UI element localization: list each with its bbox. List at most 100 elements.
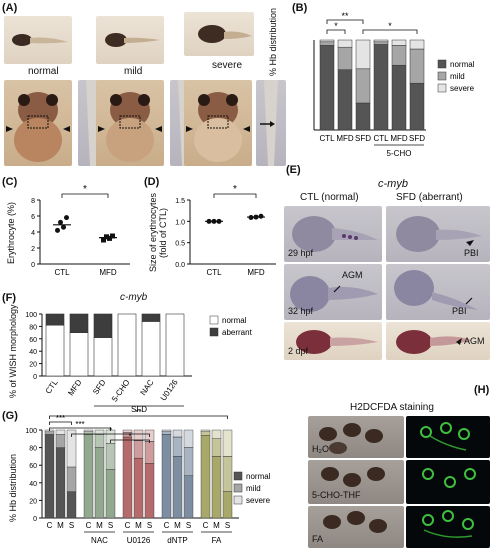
panel-d-sig-bracket [213,193,257,198]
panel-g-sig-bracket-1 [49,421,72,425]
panel-b-bar-normal-1 [337,69,353,131]
panel-f-legend-swatch-0 [209,315,219,325]
label-mild: mild [124,66,143,77]
panel-f-xtick-2: SFD [91,378,108,396]
panel-g-sig-0: ** [135,410,141,417]
panel-c-ylabel: Erythrocyte (%) [6,201,16,264]
panel-d-xtick-1: MFD [247,268,265,277]
embryo-sfd-32hpf: PBI [386,264,490,320]
h2o-fluorescence [406,416,490,458]
embryo-ctl-32hpf: AGM 32 hpf [284,264,382,320]
row-label-2dpf: 2 dpf [288,346,309,356]
panel-f-legend-aberrant: aberrant [222,328,253,337]
embryo-sfd-2dpf: AGM [386,322,490,360]
panel-c-point-CTL-0 [55,227,60,233]
panel-g-xtick-7: M [135,521,142,530]
panel-g-bar-mild-1 [55,434,66,448]
embryo-ctl-29hpf: 29 hpf [284,206,382,262]
panel-f-ytick-3: 60 [29,337,37,344]
panel-c-ytick-4: 8 [31,198,35,205]
panel-e-label: (E) [286,164,301,176]
label-normal: normal [28,66,59,77]
panel-b-sig-bracket-2 [362,29,418,34]
larva-mild-photo [96,16,164,64]
larva-severe-photo [184,12,254,56]
panel-f-ylabel: % of WISH morphology [8,304,18,398]
panel-b-chart: CTL MFD SFD CTL MFD SFD5-CHO****normalmildsev… [313,12,475,158]
panel-g-sig-4: * [128,432,131,441]
panel-f-xtick-4: NAC [139,378,156,397]
panel-g-xtick-11: S [186,521,191,530]
panel-g-group-label-4: FA [212,536,222,545]
panel-g-bar-normal-2 [66,491,77,519]
panel-c-point-MFD-3 [110,233,115,239]
annotation-pbi-2: PBI [452,306,467,316]
panel-g-bar-mild-2 [66,466,77,492]
panel-g-bar-normal-12 [200,435,211,519]
panel-g-bar-normal-5 [105,469,116,519]
panel-d-chart: 0.0 0.5 1.0 1.5 CTL MFD * [175,184,276,277]
panel-h-title: H2DCFDA staining [350,402,434,413]
panel-b-bar-mild-1 [337,46,353,70]
panel-g-ytick-2: 40 [29,481,37,488]
panel-g-bar-mild-0 [44,431,55,435]
panel-g-legend-swatch-2 [233,495,243,505]
panel-e-col-ctl: CTL (normal) [300,192,359,203]
panel-h-label: (H) [474,384,490,396]
panel-b-bar-normal-5 [409,82,425,131]
cho-brightfield: 5-CHO-THF [308,460,404,504]
panel-b-xtick-2: SFD [355,134,371,143]
panel-b-bar-mild-4 [391,45,407,66]
panel-c-point-MFD-2 [107,235,112,241]
panel-g-bar-mild-4 [94,434,105,448]
panel-b-bar-normal-3 [373,44,389,131]
cho-fluorescence [406,460,490,504]
panel-c-ytick-0: 0 [31,262,35,269]
fa-fluorescence [406,506,490,548]
panel-g-bar-normal-1 [55,447,66,519]
panel-b-label: (B) [292,2,308,14]
panel-g-ytick-0: 0 [33,516,37,523]
panel-g-bar-severe-10 [172,429,183,438]
panel-f-xtick-1: MFD [66,378,83,398]
panel-b-group-label: 5-CHO [387,149,412,158]
panel-b-ylabel: % Hb distribution [268,7,278,76]
embryo-sfd-29hpf: PBI [386,206,490,262]
annotation-agm-2: AGM [464,336,485,346]
panel-b-bar-severe-1 [337,39,353,48]
panel-f-bar-normal-0 [45,324,65,377]
panel-b-xtick-5: SFD [409,134,425,143]
panel-b-legend-swatch-0 [437,59,447,69]
panel-b-bar-mild-3 [373,41,389,45]
panel-d-ytick-1: 0.5 [175,241,185,248]
panel-b-bar-severe-4 [391,39,407,46]
panel-b-legend-swatch-1 [437,71,447,81]
panel-g-sig-bracket-0 [49,415,228,419]
panel-g-bar-severe-9 [161,429,172,432]
panel-b-xtick-0: CTL [319,134,335,143]
panel-g-xtick-4: M [96,521,103,530]
panel-g-bar-normal-3 [83,434,94,519]
panel-f-bar-aberrant-4 [141,313,161,322]
row-label-h2o: H₂O [312,444,329,454]
panel-b-sig-2: * [388,21,392,31]
panel-g-sig-bracket-3 [71,433,150,437]
panel-g-bar-normal-6 [122,436,133,519]
panel-d-ytick-2: 1.0 [175,219,185,226]
panel-g-xtick-6: C [125,521,131,530]
panel-d-ylabel: Size of erythrocytes (fold of CTL) [148,193,168,272]
panel-g-xtick-1: M [57,521,64,530]
panel-f-xtick-3: 5-CHO [110,378,132,404]
panel-g-bar-mild-13 [211,438,222,457]
annotation-pbi-1: PBI [464,248,479,258]
panel-g-bar-severe-12 [200,429,211,432]
panel-g-bar-normal-0 [44,434,55,519]
panel-f-bar-normal-1 [69,332,89,377]
panel-g-legend-mild: mild [246,484,261,493]
panel-g-label: (G) [2,410,18,422]
panel-g-group-label-3: dNTP [167,536,187,545]
panel-g-bar-normal-10 [172,456,183,519]
panel-g-bar-mild-12 [200,431,211,436]
panel-b-legend-severe: severe [450,84,475,93]
panel-g-bar-severe-2 [66,429,77,468]
